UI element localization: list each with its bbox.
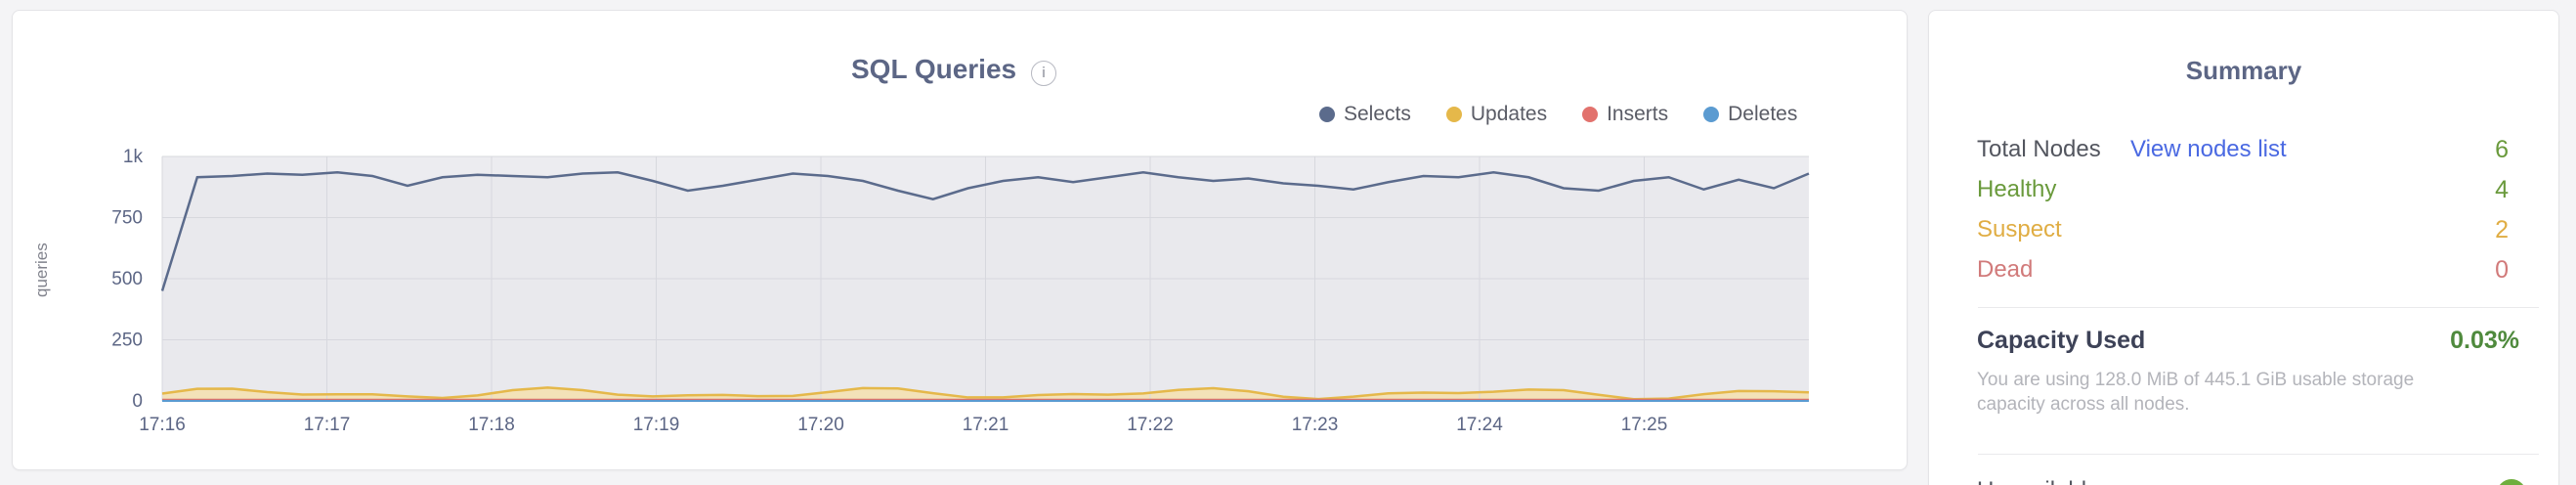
svg-text:0: 0 [132,391,143,412]
svg-text:17:22: 17:22 [1127,415,1174,435]
svg-text:750: 750 [111,208,143,229]
svg-text:1k: 1k [123,147,144,167]
svg-text:17:20: 17:20 [797,415,844,435]
svg-text:17:18: 17:18 [468,415,515,435]
svg-text:250: 250 [111,331,143,351]
svg-text:17:17: 17:17 [304,415,351,435]
svg-text:17:23: 17:23 [1292,415,1339,435]
svg-text:500: 500 [111,269,143,289]
svg-text:17:19: 17:19 [633,415,680,435]
svg-text:17:24: 17:24 [1456,415,1503,435]
svg-text:17:25: 17:25 [1621,415,1668,435]
svg-text:17:16: 17:16 [139,415,186,435]
svg-text:17:21: 17:21 [963,415,1009,435]
